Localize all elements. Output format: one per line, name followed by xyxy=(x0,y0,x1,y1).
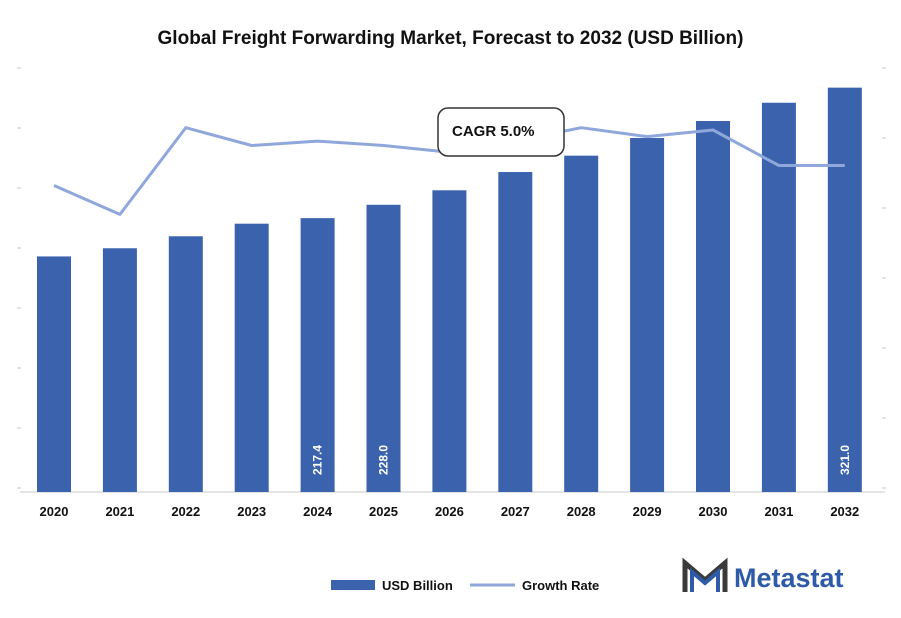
bar-2027 xyxy=(498,172,533,492)
x-tick-label-2029: 2029 xyxy=(633,504,662,519)
bar-2032 xyxy=(827,87,862,493)
legend-swatch-usd-billion xyxy=(331,580,375,590)
left-axis-ticks xyxy=(17,67,21,489)
x-tick-label-2027: 2027 xyxy=(501,504,530,519)
x-tick-label-2022: 2022 xyxy=(171,504,200,519)
bar-data-labels: 217.4 228.0 321.0 xyxy=(311,445,852,475)
x-tick-label-2025: 2025 xyxy=(369,504,398,519)
right-axis-ticks xyxy=(882,67,886,489)
bar-2020 xyxy=(37,256,71,492)
metastat-logo: Metastat xyxy=(682,557,844,593)
cagr-callout-text: CAGR 5.0% xyxy=(452,123,535,140)
bar-series xyxy=(37,87,862,493)
bar-2022 xyxy=(168,236,203,492)
x-tick-label-2024: 2024 xyxy=(303,504,333,519)
bar-2028 xyxy=(564,155,599,492)
bar-2021 xyxy=(102,248,137,492)
cagr-callout: CAGR 5.0% xyxy=(437,107,565,157)
x-tick-label-2020: 2020 xyxy=(40,504,69,519)
bar-2029 xyxy=(630,138,665,493)
chart-title: Global Freight Forwarding Market, Foreca… xyxy=(157,28,744,49)
bar-2030 xyxy=(696,121,730,492)
legend-label-usd-billion: USD Billion xyxy=(382,578,453,593)
x-tick-label-2030: 2030 xyxy=(699,504,728,519)
legend-label-growth-rate: Growth Rate xyxy=(522,578,599,593)
bar-2031 xyxy=(761,102,796,493)
data-label-2032: 321.0 xyxy=(838,445,852,475)
data-label-2024: 217.4 xyxy=(311,445,325,475)
x-tick-label-2026: 2026 xyxy=(435,504,464,519)
x-axis-tick-labels: 2020 2021 2022 2023 2024 2025 2026 2027 2028 2029… xyxy=(40,504,860,519)
metastat-m-logo-icon xyxy=(682,557,728,592)
x-tick-label-2021: 2021 xyxy=(105,504,134,519)
cagr-callout-box xyxy=(437,107,565,157)
x-tick-label-2023: 2023 xyxy=(237,504,266,519)
bar-2026 xyxy=(432,190,467,492)
brand-name: Metastat xyxy=(734,563,844,593)
x-tick-label-2028: 2028 xyxy=(567,504,596,519)
bar-2025 xyxy=(366,204,401,492)
legend: USD Billion Growth Rate xyxy=(331,578,599,593)
x-tick-label-2032: 2032 xyxy=(830,504,859,519)
bar-2023 xyxy=(234,223,269,492)
bar-2024 xyxy=(300,218,335,492)
data-label-2025: 228.0 xyxy=(377,445,391,475)
x-tick-label-2031: 2031 xyxy=(764,504,793,519)
